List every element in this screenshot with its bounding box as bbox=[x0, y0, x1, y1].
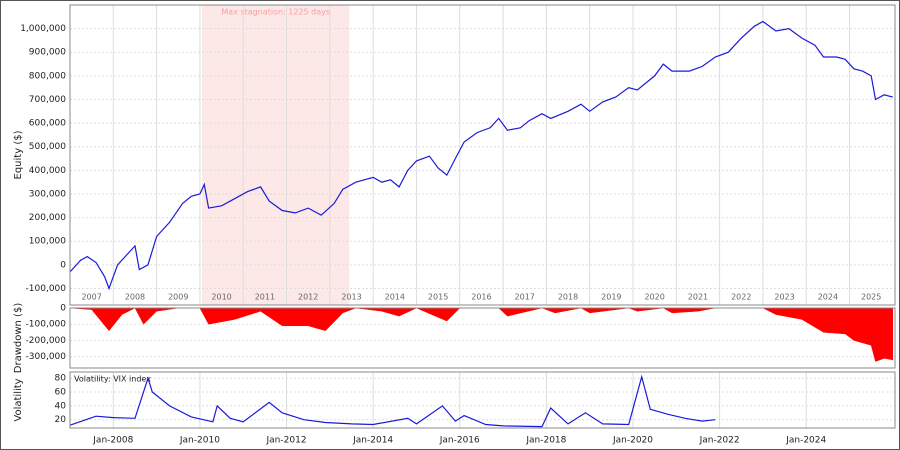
y-tick-label: -100,000 bbox=[26, 320, 67, 330]
y-tick-label: 20 bbox=[55, 415, 67, 425]
x-tick-label: Jan-2010 bbox=[179, 436, 220, 446]
y-tick-label: 100,000 bbox=[29, 237, 66, 247]
plot-area bbox=[69, 371, 896, 429]
y-tick-label: 1,000,000 bbox=[20, 24, 66, 34]
x-tick-label: 2025 bbox=[861, 293, 881, 302]
y-tick-label: 0 bbox=[60, 260, 66, 270]
y-tick-label: 700,000 bbox=[29, 95, 66, 105]
y-tick-label: -300,000 bbox=[26, 352, 67, 362]
x-tick-label: 2018 bbox=[558, 293, 578, 302]
y-tick-label: 0 bbox=[60, 304, 66, 314]
x-tick-label: 2020 bbox=[644, 293, 664, 302]
x-tick-label: 2012 bbox=[298, 293, 318, 302]
plot-area bbox=[69, 307, 896, 369]
y-tick-label: 500,000 bbox=[29, 142, 66, 152]
x-tick-label: 2023 bbox=[774, 293, 794, 302]
x-tick-label: 2017 bbox=[515, 293, 535, 302]
x-tick-label: 2011 bbox=[255, 293, 275, 302]
y-tick-label: 800,000 bbox=[29, 71, 66, 81]
x-tick-label: Jan-2016 bbox=[439, 436, 480, 446]
x-tick-label: 2019 bbox=[601, 293, 621, 302]
legend-label: Volatility: VIX index bbox=[74, 375, 151, 384]
x-tick-label: Jan-2008 bbox=[92, 436, 133, 446]
x-tick-label: 2022 bbox=[731, 293, 751, 302]
y-tick-label: 600,000 bbox=[29, 119, 66, 129]
x-tick-label: Jan-2014 bbox=[352, 436, 393, 446]
x-tick-label: Jan-2020 bbox=[612, 436, 653, 446]
x-tick-label: 2013 bbox=[341, 293, 361, 302]
x-tick-label: 2008 bbox=[125, 293, 145, 302]
plot-area bbox=[69, 4, 896, 306]
plot-border bbox=[69, 371, 896, 429]
annotation: Max stagnation: 1225 days bbox=[221, 8, 330, 17]
line bbox=[69, 374, 716, 428]
x-tick-label: 2015 bbox=[428, 293, 448, 302]
y-tick-label: -100,000 bbox=[26, 284, 67, 294]
plot-border bbox=[69, 307, 896, 369]
x-tick-label: 2009 bbox=[168, 293, 188, 302]
y-tick-label: 60 bbox=[55, 388, 67, 398]
y-axis-label: Equity ($) bbox=[13, 130, 24, 179]
x-tick-label: 2010 bbox=[211, 293, 231, 302]
stagnation-band bbox=[202, 5, 350, 305]
x-tick-label: Jan-2022 bbox=[699, 436, 740, 446]
x-tick-label: Jan-2012 bbox=[266, 436, 307, 446]
y-tick-label: 900,000 bbox=[29, 48, 66, 58]
y-tick-label: 200,000 bbox=[29, 213, 66, 223]
line bbox=[69, 20, 893, 291]
y-axis-label: Volatility bbox=[13, 378, 24, 421]
plot-border bbox=[69, 4, 896, 306]
y-tick-label: 40 bbox=[55, 401, 67, 411]
y-tick-label: -200,000 bbox=[26, 336, 67, 346]
x-tick-label: 2007 bbox=[81, 293, 101, 302]
x-tick-label: 2021 bbox=[688, 293, 708, 302]
x-tick-label: Jan-2018 bbox=[525, 436, 566, 446]
x-tick-label: 2016 bbox=[471, 293, 491, 302]
x-tick-label: 2024 bbox=[818, 293, 838, 302]
y-tick-label: 80 bbox=[55, 374, 67, 384]
x-tick-label: Jan-2024 bbox=[785, 436, 826, 446]
y-tick-label: 300,000 bbox=[29, 189, 66, 199]
y-tick-label: 400,000 bbox=[29, 166, 66, 176]
x-tick-label: 2014 bbox=[385, 293, 405, 302]
y-axis-label: Drawdown ($) bbox=[13, 303, 24, 374]
